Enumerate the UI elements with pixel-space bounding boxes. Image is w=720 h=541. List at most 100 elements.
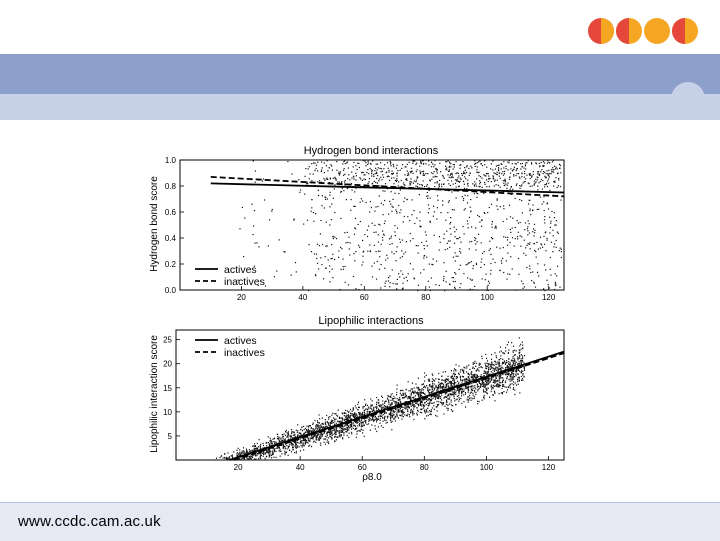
data-point: [474, 160, 476, 162]
data-point: [317, 161, 319, 163]
data-point: [424, 376, 426, 378]
data-point: [463, 394, 465, 396]
data-point: [247, 458, 249, 460]
data-point: [472, 375, 474, 377]
data-point: [491, 363, 493, 365]
data-point: [424, 289, 426, 291]
data-point: [506, 244, 509, 246]
data-point: [488, 368, 490, 371]
data-point: [273, 448, 275, 450]
data-point: [232, 456, 234, 458]
data-point: [321, 264, 323, 266]
data-point: [447, 201, 450, 203]
data-point: [258, 451, 260, 453]
data-point: [483, 382, 485, 384]
data-point: [331, 257, 333, 260]
data-point: [487, 364, 489, 366]
data-point: [374, 210, 376, 212]
logo-circle-1-icon: [588, 18, 614, 44]
data-point: [430, 277, 432, 279]
data-point: [284, 251, 286, 253]
data-point: [408, 174, 410, 176]
data-point: [470, 210, 472, 212]
data-point: [458, 387, 460, 390]
data-point: [269, 437, 271, 440]
x-tick-label: 40: [296, 463, 305, 472]
data-point: [485, 179, 488, 181]
x-tick-label: 100: [481, 293, 495, 302]
data-point: [241, 451, 243, 454]
data-point: [450, 384, 452, 386]
data-point: [360, 178, 362, 180]
data-point: [291, 443, 293, 445]
data-point: [371, 170, 373, 172]
data-point: [257, 446, 259, 448]
data-point: [513, 376, 515, 378]
data-point: [393, 400, 395, 402]
data-point: [553, 246, 555, 248]
data-point: [531, 185, 533, 187]
data-point: [474, 285, 476, 287]
data-point: [389, 200, 391, 202]
data-point: [383, 234, 385, 236]
data-point: [388, 401, 390, 404]
data-point: [405, 407, 407, 409]
data-point: [349, 425, 351, 427]
data-point: [548, 287, 550, 289]
data-point: [370, 404, 372, 406]
data-point: [359, 246, 361, 248]
data-point: [346, 415, 348, 417]
data-point: [344, 183, 346, 185]
data-point: [472, 366, 474, 368]
data-point: [282, 436, 284, 438]
data-point: [560, 251, 562, 253]
data-point: [450, 381, 452, 383]
data-point: [511, 377, 513, 379]
data-point: [472, 387, 474, 389]
data-point: [344, 184, 346, 186]
data-point: [323, 432, 325, 434]
data-point: [382, 204, 384, 206]
data-point: [452, 164, 454, 166]
data-point: [529, 268, 531, 270]
data-point: [399, 407, 401, 410]
data-point: [419, 226, 421, 228]
data-point: [533, 228, 535, 230]
data-point: [275, 456, 277, 459]
data-point: [330, 258, 332, 260]
data-point: [523, 367, 525, 369]
data-point: [450, 221, 452, 224]
data-point: [438, 395, 440, 397]
data-point: [513, 384, 515, 386]
data-point: [395, 283, 397, 285]
data-point: [485, 175, 487, 177]
data-point: [321, 417, 323, 419]
data-point: [508, 351, 510, 354]
data-point: [353, 176, 355, 178]
data-point: [483, 390, 485, 392]
data-point: [399, 389, 401, 392]
data-point: [395, 408, 397, 411]
data-point: [382, 417, 384, 419]
data-point: [302, 438, 304, 440]
data-point: [317, 424, 319, 426]
data-point: [478, 370, 480, 372]
data-point: [369, 211, 371, 213]
data-point: [515, 184, 517, 186]
data-point: [554, 283, 556, 285]
data-point: [417, 391, 419, 393]
data-point: [512, 357, 514, 359]
data-point: [347, 418, 349, 420]
data-point: [355, 407, 357, 409]
data-point: [483, 370, 485, 372]
data-point: [339, 434, 341, 436]
data-point: [553, 217, 556, 219]
data-point: [554, 243, 556, 245]
data-point: [341, 248, 343, 250]
data-point: [300, 445, 302, 447]
data-point: [456, 180, 458, 182]
data-point: [379, 167, 381, 169]
data-point: [351, 422, 353, 424]
data-point: [417, 410, 419, 412]
data-point: [383, 233, 385, 235]
